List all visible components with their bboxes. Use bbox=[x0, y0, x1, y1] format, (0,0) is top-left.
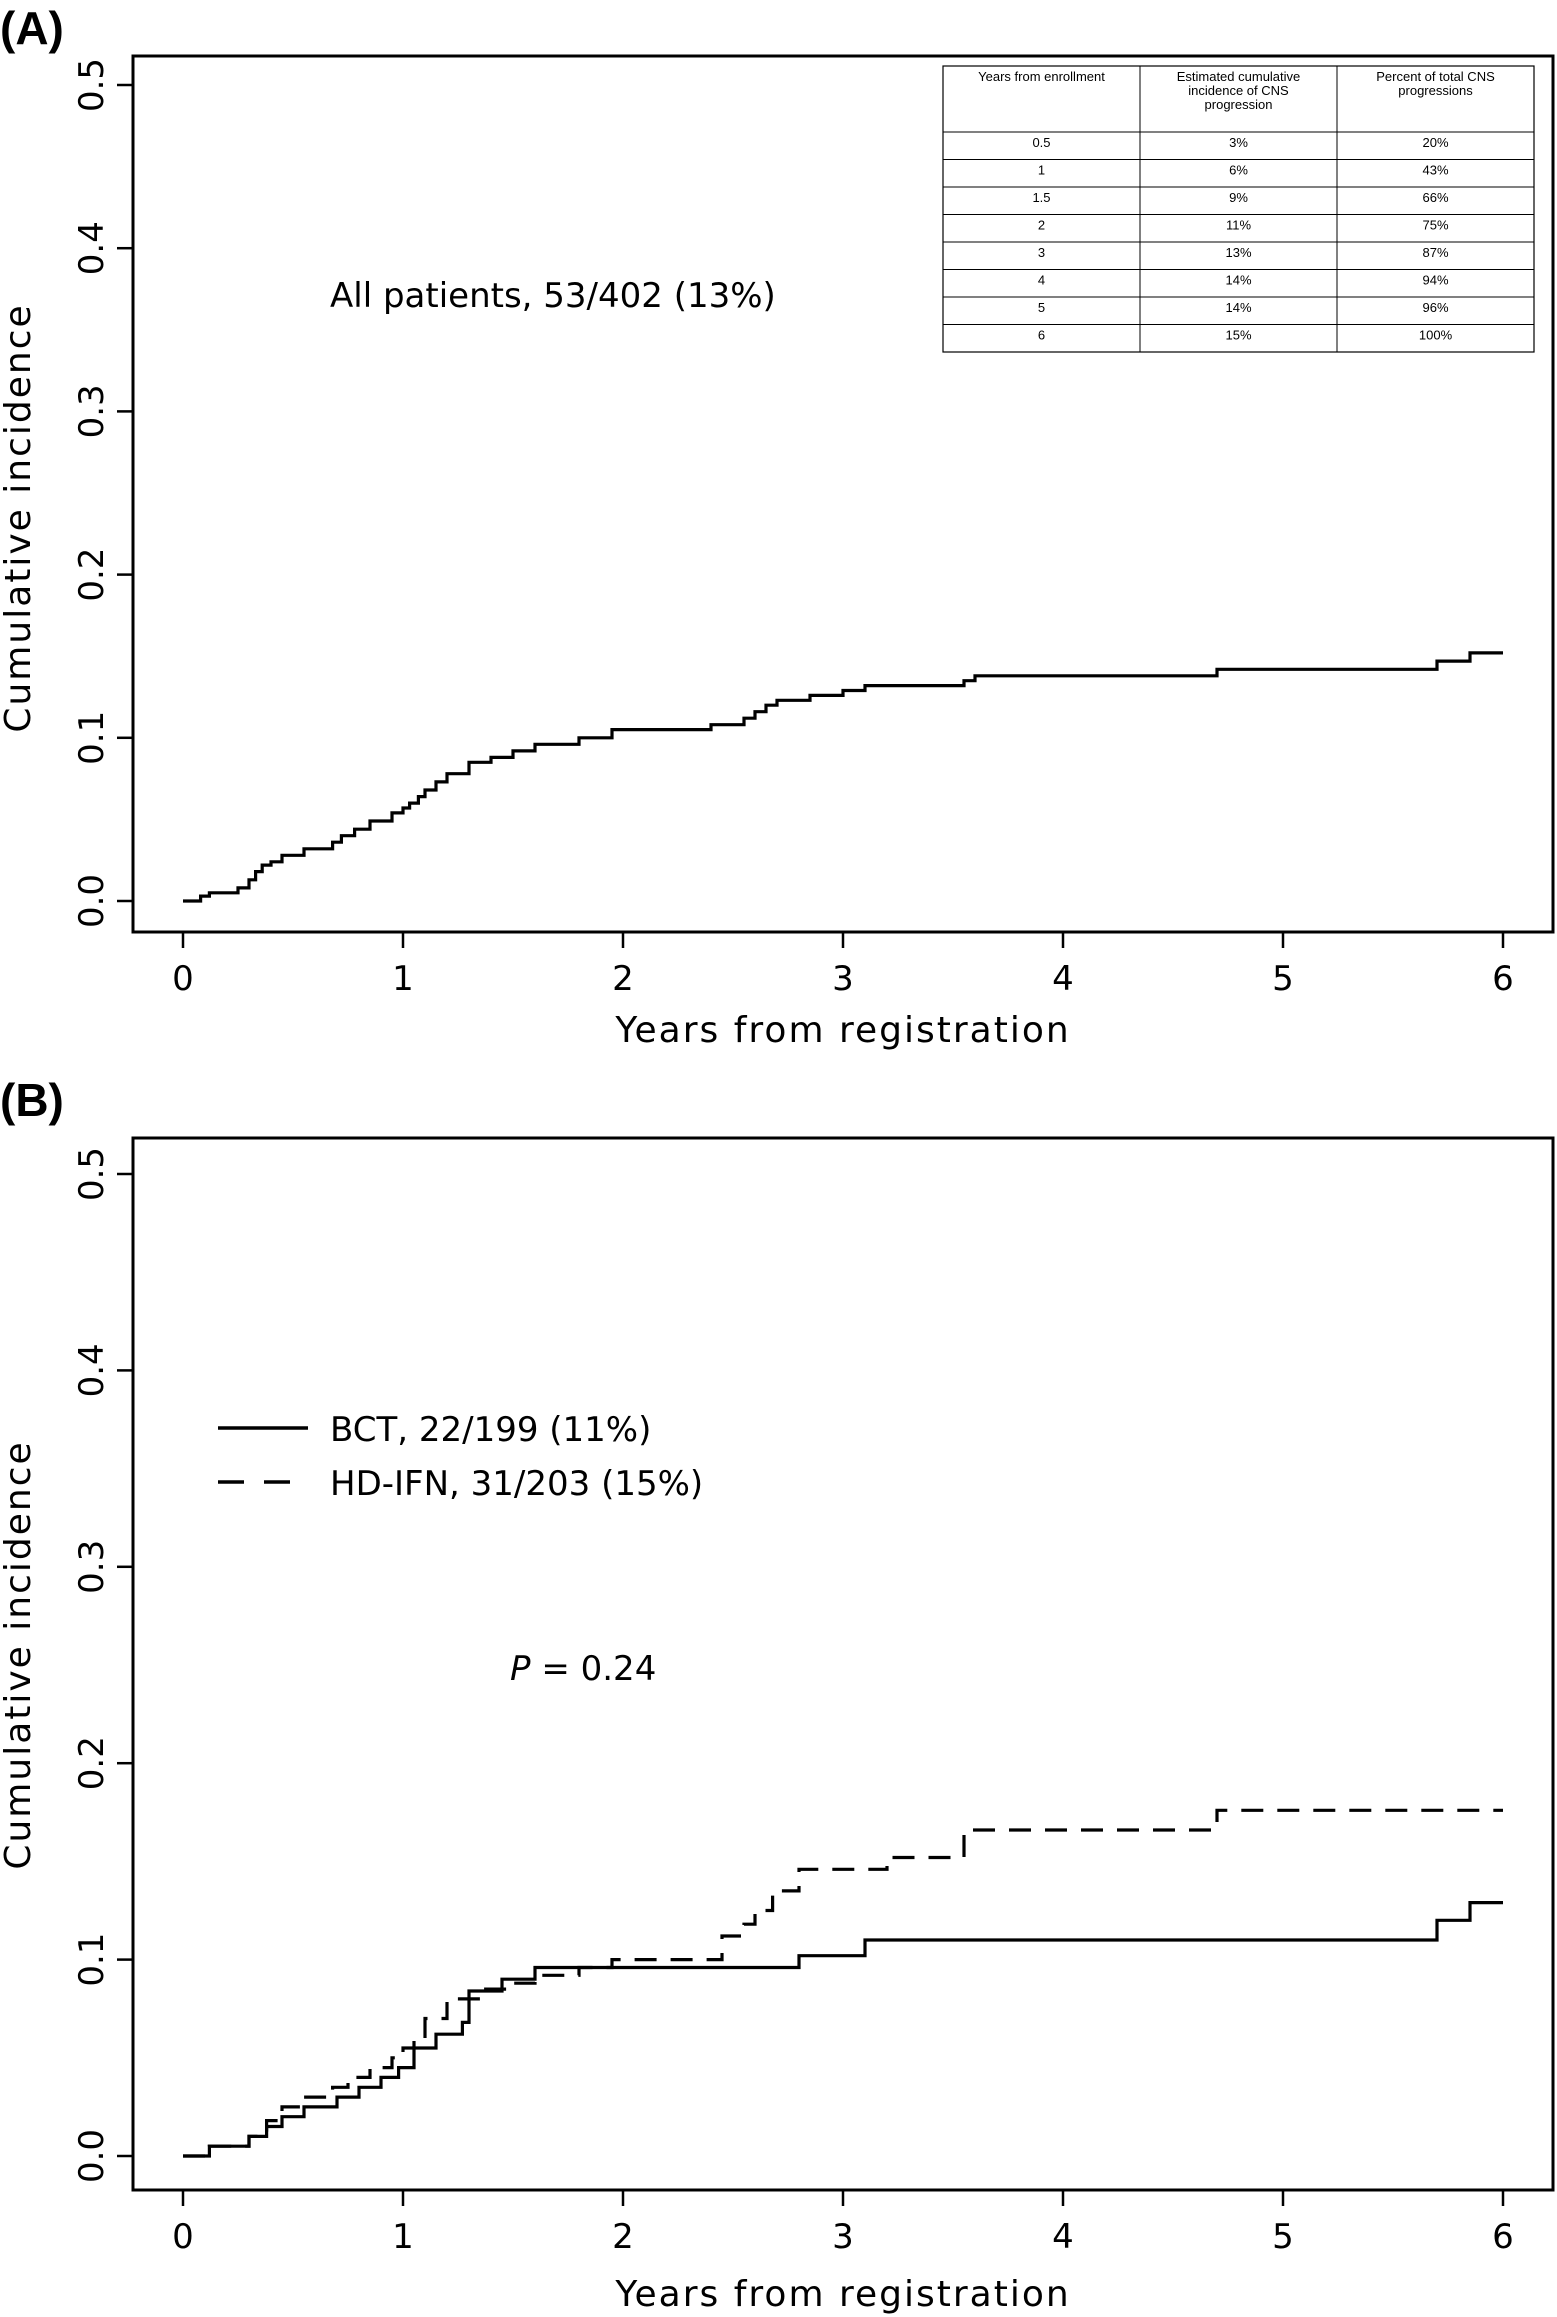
panel-b-y-axis: 0.0 0.1 0.2 0.3 0.4 0.5 bbox=[72, 1147, 133, 2183]
table-cell: 6 bbox=[1038, 328, 1045, 343]
x-tick-label: 2 bbox=[612, 2217, 634, 2257]
table-header-cell: Estimated cumulative incidence of CNS prog… bbox=[1177, 69, 1301, 112]
y-tick-label: 0.3 bbox=[72, 1540, 112, 1594]
panel-b-y-axis-title: Cumulative incidence bbox=[0, 1440, 39, 1869]
table-cell: 0.5 bbox=[1032, 135, 1050, 150]
x-tick-label: 5 bbox=[1272, 2217, 1294, 2257]
table-header-cell: Percent of total CNS progressions bbox=[1376, 69, 1495, 98]
table-cell: 6% bbox=[1229, 163, 1248, 178]
legend-label-hdifn: HD-IFN, 31/203 (15%) bbox=[330, 1464, 703, 1504]
legend-label-bct: BCT, 22/199 (11%) bbox=[330, 1410, 651, 1450]
y-tick-label: 0.1 bbox=[72, 1933, 112, 1987]
panel-a-x-axis-title: Years from registration bbox=[614, 1010, 1070, 1051]
x-tick-label: 1 bbox=[392, 959, 414, 999]
panel-b-pvalue: P = 0.24 bbox=[510, 1649, 656, 1689]
x-tick-label: 4 bbox=[1052, 959, 1074, 999]
table-cell: 87% bbox=[1422, 245, 1448, 260]
x-tick-label: 4 bbox=[1052, 2217, 1074, 2257]
panel-b-x-axis: 0 1 2 3 4 5 6 bbox=[172, 2190, 1514, 2257]
table-cell: 13% bbox=[1225, 245, 1251, 260]
panel-b-label: (B) bbox=[0, 1074, 64, 1126]
table-cell: 66% bbox=[1422, 190, 1448, 205]
y-tick-label: 0.0 bbox=[72, 874, 112, 928]
panel-b-plot-frame bbox=[131, 1136, 1555, 2192]
y-tick-label: 0.5 bbox=[72, 58, 112, 112]
x-tick-label: 2 bbox=[612, 959, 634, 999]
x-tick-label: 0 bbox=[172, 959, 194, 999]
table-border bbox=[942, 65, 1535, 353]
table-cell: 11% bbox=[1226, 218, 1251, 233]
pvalue-p-label: P bbox=[510, 1649, 531, 1689]
table-cell: 14% bbox=[1225, 273, 1251, 288]
panel-a-label: (A) bbox=[0, 2, 64, 54]
x-tick-label: 3 bbox=[832, 2217, 854, 2257]
table-cell: 94% bbox=[1422, 273, 1448, 288]
panel-a-series-group bbox=[183, 651, 1503, 903]
y-tick-label: 0.5 bbox=[72, 1147, 112, 1201]
panel-a-y-axis-title: Cumulative incidence bbox=[0, 303, 39, 732]
panel-b: (B) 0 1 2 3 4 5 6 0.0 0.1 0.2 0.3 0.4 0.5 Years fro… bbox=[0, 1074, 1555, 2315]
table-cell: 1.5 bbox=[1032, 190, 1050, 205]
series-line-solid bbox=[183, 1901, 1503, 2158]
table-cell: 9% bbox=[1229, 190, 1248, 205]
y-tick-label: 0.4 bbox=[72, 1343, 112, 1397]
panel-b-legend: BCT, 22/199 (11%) HD-IFN, 31/203 (15%) bbox=[218, 1410, 703, 1504]
panel-b-x-axis-title: Years from registration bbox=[614, 2274, 1070, 2315]
panel-b-series-group bbox=[183, 1808, 1503, 2158]
table-cell: 96% bbox=[1422, 300, 1448, 315]
table-cell: 1 bbox=[1038, 163, 1045, 178]
table-cell: 3% bbox=[1229, 135, 1248, 150]
y-tick-label: 0.2 bbox=[72, 1736, 112, 1790]
table-cell: 4 bbox=[1038, 273, 1045, 288]
panel-a-annotation: All patients, 53/402 (13%) bbox=[330, 276, 776, 316]
y-tick-label: 0.3 bbox=[72, 384, 112, 438]
table-header-cell: Years from enrollment bbox=[978, 69, 1105, 84]
pvalue-value: = 0.24 bbox=[531, 1649, 657, 1689]
series-line-dashed bbox=[183, 1808, 1503, 2158]
x-tick-label: 3 bbox=[832, 959, 854, 999]
y-tick-label: 0.0 bbox=[72, 2129, 112, 2183]
panel-a: (A) 0 1 2 3 4 5 6 0.0 0.1 0.2 0.3 0.4 0.5 Years fro… bbox=[0, 2, 1555, 1051]
panel-a-inset-table: Years from enrollment Estimated cumulativ… bbox=[942, 65, 1535, 353]
y-tick-label: 0.1 bbox=[72, 711, 112, 765]
panel-a-x-axis: 0 1 2 3 4 5 6 bbox=[172, 932, 1514, 999]
x-tick-label: 0 bbox=[172, 2217, 194, 2257]
panel-a-y-axis: 0.0 0.1 0.2 0.3 0.4 0.5 bbox=[72, 58, 133, 928]
table-cell: 3 bbox=[1038, 245, 1045, 260]
table-cell: 5 bbox=[1038, 300, 1045, 315]
table-cell: 43% bbox=[1422, 163, 1448, 178]
x-tick-label: 6 bbox=[1492, 2217, 1514, 2257]
series-line-solid bbox=[183, 651, 1503, 903]
table-cell: 20% bbox=[1422, 135, 1448, 150]
y-tick-label: 0.4 bbox=[72, 221, 112, 275]
x-tick-label: 5 bbox=[1272, 959, 1294, 999]
table-cell: 14% bbox=[1225, 300, 1251, 315]
table-cell: 2 bbox=[1038, 218, 1045, 233]
y-tick-label: 0.2 bbox=[72, 548, 112, 602]
table-cell: 100% bbox=[1419, 328, 1453, 343]
table-cell: 75% bbox=[1422, 218, 1448, 233]
x-tick-label: 1 bbox=[392, 2217, 414, 2257]
x-tick-label: 6 bbox=[1492, 959, 1514, 999]
table-cell: 15% bbox=[1225, 328, 1251, 343]
